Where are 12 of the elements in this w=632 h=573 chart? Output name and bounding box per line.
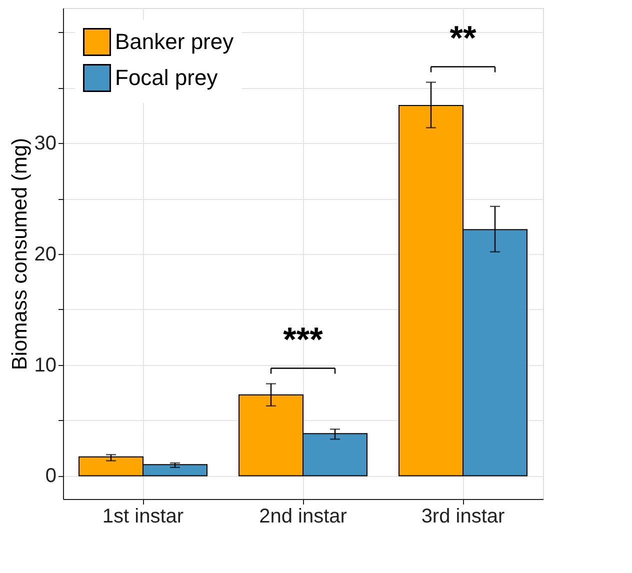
y-axis-title: Biomass consumed (mg)	[8, 138, 32, 370]
legend-label: Banker prey	[115, 29, 234, 54]
y-tick-label: 0	[45, 465, 56, 488]
y-tick-label: 10	[34, 354, 56, 376]
y-tick-label: 30	[34, 132, 56, 155]
annotation: **	[450, 20, 477, 58]
annotation: ***	[283, 321, 324, 360]
x-tick-label: 2nd instar	[259, 506, 348, 528]
x-tick-label: 1st instar	[102, 506, 184, 528]
legend-label: Focal prey	[115, 65, 218, 90]
y-tick-label: 20	[34, 244, 56, 266]
x-tick-label: 3rd instar	[421, 506, 506, 528]
